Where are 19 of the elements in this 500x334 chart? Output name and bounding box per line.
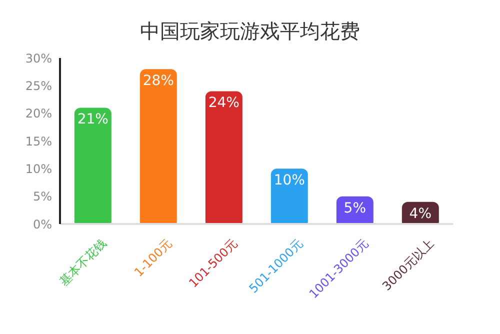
data-label: 21% bbox=[77, 112, 108, 128]
y-tick-label: 20% bbox=[25, 106, 52, 121]
y-tick-label: 15% bbox=[25, 134, 52, 148]
data-label: 10% bbox=[274, 172, 305, 189]
bar bbox=[270, 168, 308, 224]
data-label: 28% bbox=[142, 73, 174, 90]
y-tick-label: 0% bbox=[32, 217, 52, 232]
x-tick-label: 基本不花钱 bbox=[56, 236, 110, 289]
bar bbox=[140, 69, 177, 224]
y-tick-label: 5% bbox=[32, 190, 52, 204]
bar bbox=[205, 91, 242, 224]
y-tick-label: 30% bbox=[25, 51, 52, 66]
data-label: 5% bbox=[344, 200, 366, 216]
y-tick-label: 25% bbox=[25, 78, 52, 93]
y-tick-label: 10% bbox=[25, 162, 52, 176]
bar bbox=[74, 108, 112, 224]
chart-title: 中国玩家玩游戏平均花费 bbox=[139, 18, 361, 45]
data-label: 4% bbox=[409, 206, 432, 222]
data-label: 24% bbox=[208, 95, 240, 112]
